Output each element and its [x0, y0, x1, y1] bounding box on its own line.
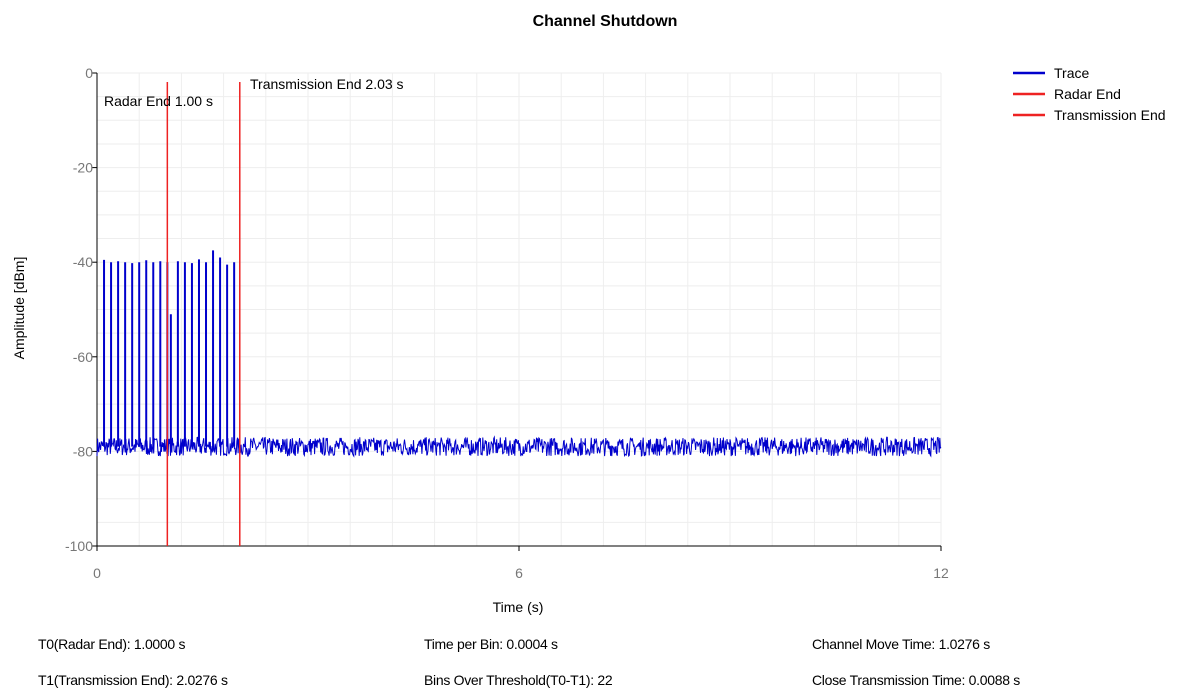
x-axis-label: Time (s) [493, 599, 544, 615]
x-tick-label: 6 [515, 565, 523, 581]
legend-label: Trace [1054, 65, 1089, 81]
legend-label: Radar End [1054, 86, 1121, 102]
grid [96, 72, 942, 547]
chart-title: Channel Shutdown [533, 13, 678, 30]
close-transmission-time-stat: Close Transmission Time: 0.0088 s [812, 672, 1020, 688]
legend: Trace Radar End Transmission End [1013, 65, 1166, 123]
x-tick-label: 0 [93, 565, 101, 581]
bins-over-threshold-stat: Bins Over Threshold(T0-T1): 22 [424, 672, 613, 688]
y-axis-label: Amplitude [dBm] [11, 257, 27, 360]
t1-stat: T1(Transmission End): 2.0276 s [38, 672, 228, 688]
transmission-end-annotation: Transmission End 2.03 s [250, 76, 404, 92]
y-tick-label: -100 [65, 538, 93, 554]
y-tick-label: -20 [73, 160, 93, 176]
radar-end-annotation: Radar End 1.00 s [104, 93, 213, 109]
y-tick-label: -80 [73, 443, 93, 459]
annotations: Radar End 1.00 s Transmission End 2.03 s [104, 76, 404, 109]
y-tick-label: -60 [73, 349, 93, 365]
legend-label: Transmission End [1054, 107, 1166, 123]
trace-line [96, 435, 942, 458]
stats-panel: T0(Radar End): 1.0000 s T1(Transmission … [0, 630, 1202, 690]
trace-series [96, 250, 942, 458]
marker-lines [166, 82, 241, 546]
y-tick-label: -40 [73, 254, 93, 270]
channel-move-time-stat: Channel Move Time: 1.0276 s [812, 636, 990, 652]
x-tick-label: 12 [933, 565, 949, 581]
t0-stat: T0(Radar End): 1.0000 s [38, 636, 186, 652]
time-per-bin-stat: Time per Bin: 0.0004 s [424, 636, 558, 652]
y-tick-label: 0 [85, 65, 93, 81]
